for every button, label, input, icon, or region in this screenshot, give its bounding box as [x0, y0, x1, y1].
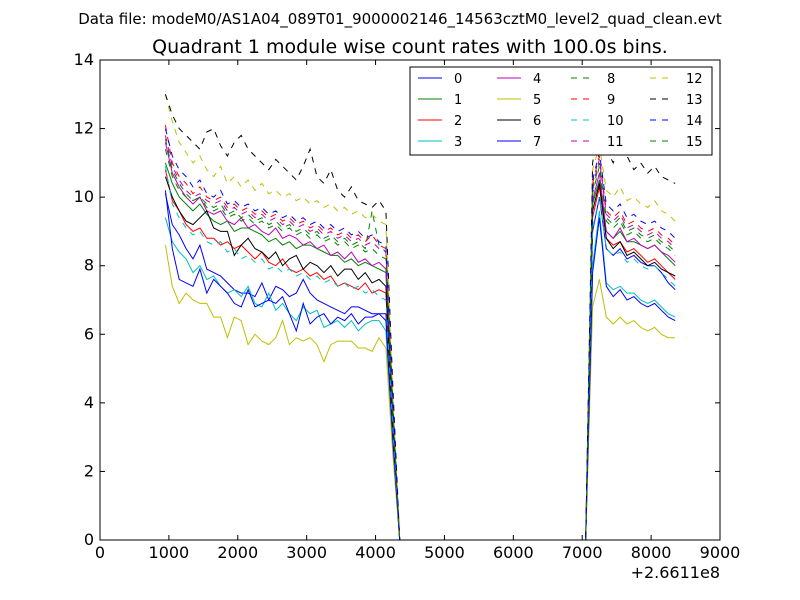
legend-label-6: 6	[533, 114, 541, 129]
x-tick-label: 0	[95, 543, 105, 562]
x-tick-label: 5000	[424, 543, 465, 562]
chart-title: Quadrant 1 module wise count rates with …	[152, 36, 668, 58]
series-line-10	[164, 166, 676, 540]
x-tick-label: 6000	[493, 543, 534, 562]
series-line-15	[164, 138, 676, 540]
series-line-7	[164, 190, 676, 540]
legend-label-15: 15	[686, 135, 703, 150]
y-tick-label: 12	[74, 119, 94, 138]
legend-label-3: 3	[454, 135, 462, 150]
x-tick-label: 7000	[562, 543, 603, 562]
y-tick-label: 0	[84, 530, 94, 549]
y-tick-label: 14	[74, 50, 94, 69]
x-offset-label: +2.6611e8	[631, 563, 720, 582]
x-tick-label: 8000	[631, 543, 672, 562]
legend-label-5: 5	[533, 93, 541, 108]
y-tick-label: 2	[84, 461, 94, 480]
y-tick-label: 8	[84, 256, 94, 275]
x-tick-label: 9000	[700, 543, 741, 562]
legend-label-1: 1	[454, 93, 462, 108]
legend-label-13: 13	[686, 93, 703, 108]
y-tick-label: 6	[84, 324, 94, 343]
series-line-5	[164, 245, 676, 540]
suptitle: Data file: modeM0/AS1A04_089T01_90000021…	[78, 10, 722, 29]
x-tick-label: 4000	[355, 543, 396, 562]
x-tick-label: 1000	[149, 543, 190, 562]
legend-box	[409, 66, 713, 156]
legend-label-4: 4	[533, 72, 541, 87]
series-layer	[164, 94, 676, 540]
x-tick-label: 3000	[286, 543, 327, 562]
legend-label-0: 0	[454, 72, 462, 87]
plot-frame	[99, 59, 721, 541]
legend-label-7: 7	[533, 135, 541, 150]
legend-label-9: 9	[607, 93, 615, 108]
legend-label-14: 14	[686, 114, 703, 129]
legend-label-8: 8	[607, 72, 615, 87]
x-tick-label: 2000	[217, 543, 258, 562]
tick-layer: 0 1000 2000 3000 4000 5000 6000 7000 8000 9000 0 2 4…	[74, 50, 741, 562]
y-tick-label: 10	[74, 187, 94, 206]
legend-label-11: 11	[607, 135, 624, 150]
y-tick-label: 4	[84, 393, 94, 412]
legend-label-12: 12	[686, 72, 703, 87]
legend-label-10: 10	[607, 114, 624, 129]
legend-label-2: 2	[454, 114, 462, 129]
